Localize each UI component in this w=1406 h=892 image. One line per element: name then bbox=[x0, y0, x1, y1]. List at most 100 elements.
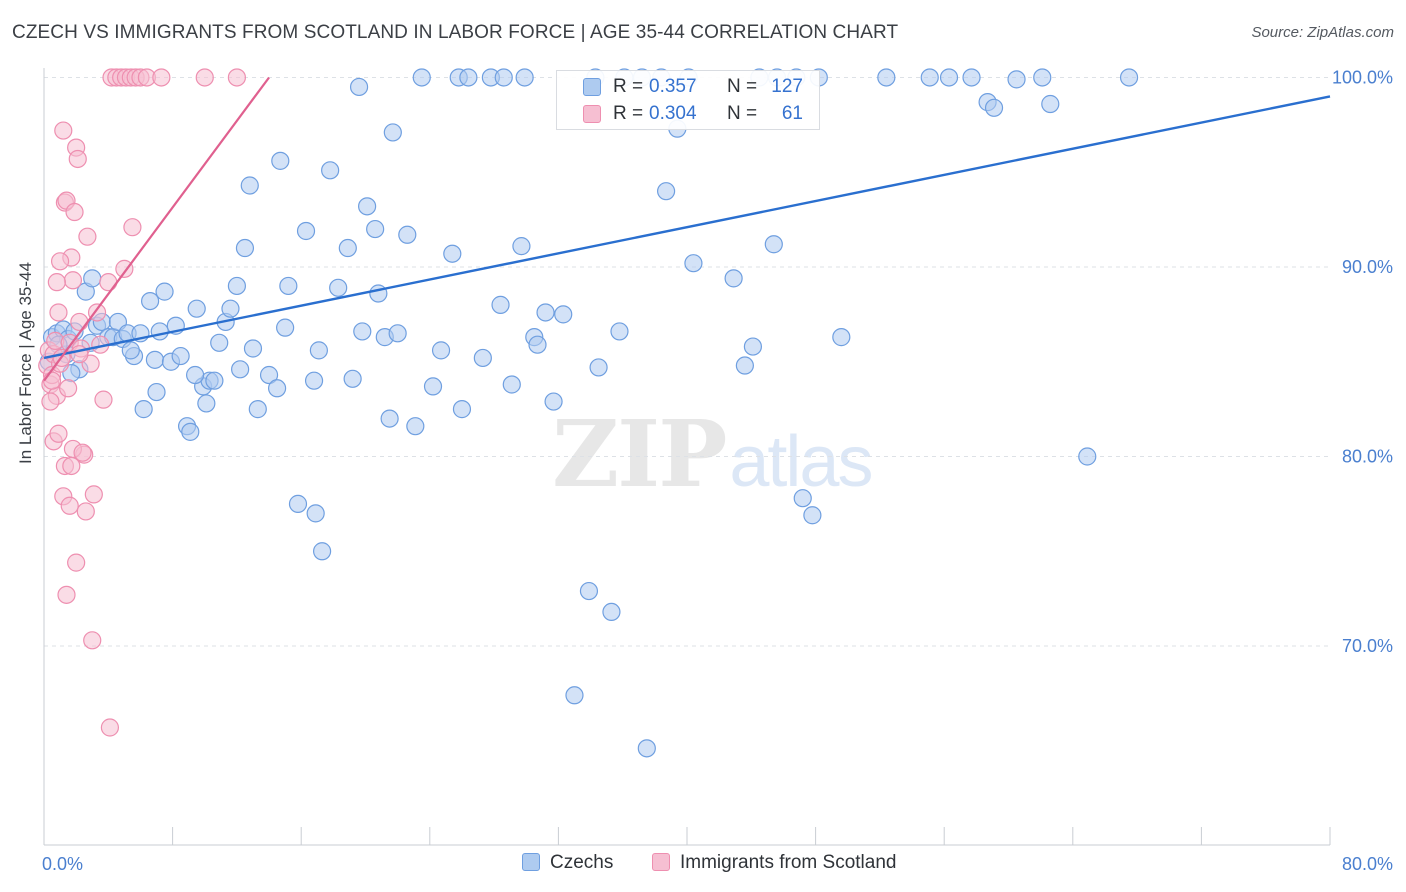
legend-row-scotland: R = 0.304 N = 61 bbox=[557, 102, 819, 128]
czechs-point bbox=[589, 358, 608, 377]
czechs-point bbox=[306, 504, 325, 523]
czechs-point bbox=[610, 322, 629, 341]
czechs-point bbox=[145, 350, 165, 369]
czechs-point bbox=[877, 68, 896, 87]
x-tick-label: 80.0% bbox=[1342, 854, 1393, 874]
czechs-point bbox=[684, 254, 703, 273]
scotland-point bbox=[76, 502, 95, 521]
czechs-point bbox=[452, 400, 472, 419]
czechs-point bbox=[398, 225, 417, 244]
czechs-point bbox=[338, 238, 357, 258]
czechs-point bbox=[231, 360, 250, 379]
trend-layer bbox=[43, 76, 1331, 382]
y-tick-label: 90.0% bbox=[1342, 257, 1393, 277]
czechs-point bbox=[412, 68, 431, 87]
y-axis-label: In Labor Force | Age 35-44 bbox=[16, 262, 35, 464]
czechs-point bbox=[724, 269, 743, 288]
czechs-point bbox=[140, 292, 160, 311]
czechs-point bbox=[536, 303, 555, 322]
scotland-point bbox=[78, 227, 97, 246]
y-tick-label: 100.0% bbox=[1332, 67, 1393, 87]
czechs-point bbox=[735, 356, 754, 375]
czechs-point bbox=[637, 739, 656, 758]
y-tick-label: 70.0% bbox=[1342, 636, 1393, 656]
czechs-point bbox=[406, 417, 425, 436]
czechs-point bbox=[259, 365, 279, 385]
legend-swatch-czechs bbox=[522, 853, 540, 871]
legend-r-label: R = bbox=[613, 76, 644, 97]
x-tick-label: 0.0% bbox=[42, 854, 83, 874]
czechs-point bbox=[187, 299, 206, 318]
legend-row-czechs: R = 0.357 N = 127 bbox=[557, 75, 819, 101]
legend-n-value: 61 bbox=[781, 103, 803, 124]
legend-swatch-czechs bbox=[583, 78, 601, 96]
czechs-point bbox=[565, 686, 584, 705]
czechs-point bbox=[186, 365, 205, 385]
czechs-point bbox=[279, 276, 298, 296]
czechs-point bbox=[329, 278, 348, 297]
correlation-legend: R = 0.357 N = 127 R = 0.304 N = 61 bbox=[556, 70, 820, 130]
czechs-point bbox=[431, 341, 451, 360]
czechs-point bbox=[271, 151, 290, 170]
watermark: ZIPatlas bbox=[552, 400, 873, 508]
czechs-point bbox=[512, 237, 531, 256]
watermark-atlas: atlas bbox=[729, 422, 873, 502]
czechs-point bbox=[515, 68, 534, 87]
czechs-point bbox=[528, 335, 547, 354]
czechs-point bbox=[554, 305, 573, 324]
czechs-point bbox=[920, 68, 939, 87]
scotland-point bbox=[99, 273, 118, 292]
scotland-point bbox=[68, 149, 87, 169]
scotland-point bbox=[83, 631, 102, 650]
scotland-point bbox=[67, 553, 86, 572]
legend-item-scotland[interactable]: Immigrants from Scotland bbox=[652, 852, 896, 874]
czechs-point bbox=[494, 68, 513, 87]
czechs-point bbox=[171, 346, 190, 366]
czechs-point bbox=[83, 269, 102, 288]
scotland-point bbox=[100, 718, 120, 737]
czechs-point bbox=[343, 369, 362, 388]
czechs-point bbox=[181, 422, 200, 441]
source-credit: Source: ZipAtlas.com bbox=[1251, 24, 1394, 41]
czechs-point bbox=[473, 348, 492, 368]
scotland-point bbox=[123, 218, 142, 237]
czechs-point bbox=[1119, 68, 1139, 87]
tick-label-layer: 70.0% 80.0% 90.0% 100.0% 0.0% 80.0% bbox=[42, 67, 1393, 874]
series-legend: Czechs Immigrants from Scotland bbox=[0, 852, 1406, 878]
scotland-trend-line bbox=[43, 76, 270, 382]
scotland-point bbox=[41, 392, 60, 411]
czechs-point bbox=[764, 235, 783, 254]
czechs-point bbox=[502, 375, 521, 394]
scotland-point bbox=[227, 68, 246, 87]
legend-swatch-scotland bbox=[652, 853, 670, 871]
scotland-point bbox=[54, 121, 73, 140]
watermark-zip: ZIP bbox=[552, 400, 727, 508]
czechs-point bbox=[134, 400, 153, 419]
czechs-point bbox=[210, 333, 229, 352]
axis-layer bbox=[43, 68, 1331, 846]
czechs-point bbox=[349, 77, 369, 97]
czechs-point bbox=[304, 371, 324, 390]
czechs-point bbox=[962, 68, 981, 87]
czechs-point bbox=[150, 322, 169, 341]
czechs-point bbox=[155, 282, 174, 301]
czechs-point bbox=[544, 392, 563, 411]
scotland-point bbox=[50, 252, 70, 271]
czechs-point bbox=[491, 295, 510, 314]
y-tick-label: 80.0% bbox=[1342, 447, 1393, 467]
scotland-point bbox=[63, 271, 83, 290]
legend-item-czechs[interactable]: Czechs bbox=[522, 852, 613, 874]
czechs-point bbox=[235, 238, 255, 258]
scotland-point bbox=[59, 379, 78, 398]
czechs-point bbox=[221, 299, 240, 318]
czechs-point bbox=[423, 377, 443, 396]
czechs-point bbox=[743, 337, 763, 356]
czechs-point bbox=[147, 382, 166, 402]
czechs-point bbox=[312, 542, 332, 561]
czechs-point bbox=[1033, 68, 1052, 87]
czechs-point bbox=[939, 68, 959, 87]
czechs-point bbox=[296, 221, 316, 241]
scotland-point bbox=[94, 390, 113, 409]
scotland-point bbox=[115, 259, 134, 278]
scotland-point bbox=[195, 68, 214, 87]
